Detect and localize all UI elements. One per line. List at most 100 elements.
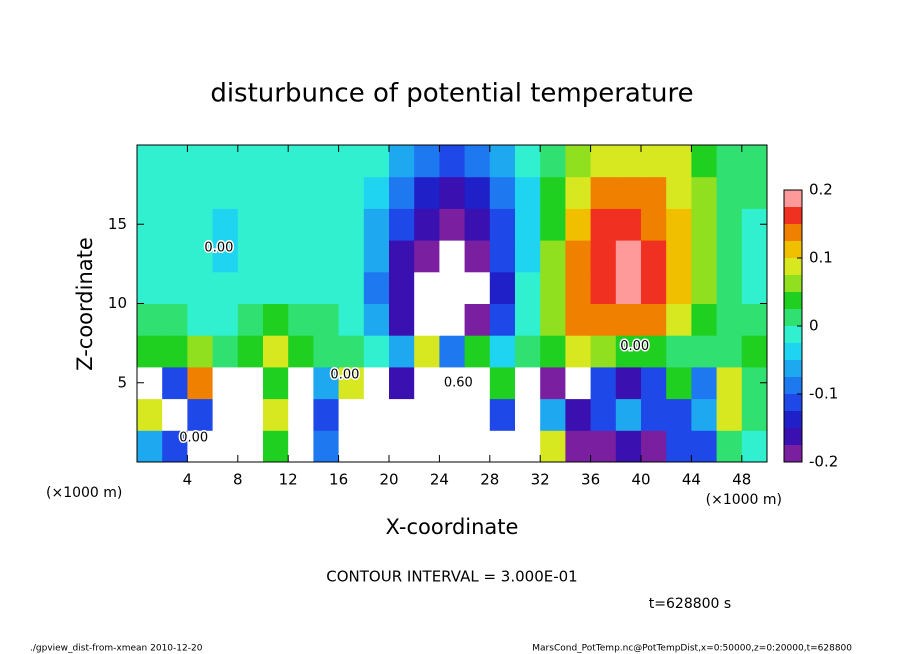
- cell: [162, 398, 188, 431]
- cell: [187, 335, 214, 368]
- cell: [389, 176, 415, 209]
- cell: [414, 208, 440, 241]
- cell: [741, 271, 767, 304]
- cell: [666, 145, 692, 178]
- cell: [288, 176, 314, 209]
- colorbar-tick-label: -0.1: [809, 385, 838, 403]
- cell: [237, 366, 264, 400]
- cell: [540, 176, 566, 209]
- cell: [641, 366, 667, 400]
- cell: [389, 303, 415, 336]
- colorbar-band: [784, 411, 802, 428]
- footer-left: ./gpview_dist-from-xmean 2010-12-20: [30, 644, 203, 654]
- colorbar-tick-label: 0.2: [809, 181, 833, 199]
- cell: [313, 398, 340, 431]
- contour-interval: CONTOUR INTERVAL = 3.000E-01: [326, 568, 577, 586]
- cell: [439, 335, 466, 368]
- cell: [162, 430, 188, 462]
- cell: [641, 145, 667, 178]
- cell: [439, 176, 466, 209]
- cell: [615, 240, 642, 273]
- cell: [464, 303, 491, 336]
- cell: [338, 240, 365, 273]
- cell: [489, 366, 516, 400]
- y-unit: (×1000 m): [46, 485, 122, 501]
- cell: [691, 176, 718, 209]
- x-tick-label: 8: [233, 471, 243, 489]
- cell: [741, 430, 767, 462]
- cell: [338, 335, 365, 368]
- y-tick-label: 5: [117, 373, 127, 391]
- cell: [540, 335, 566, 368]
- cell: [615, 430, 642, 462]
- cell: [162, 176, 188, 209]
- cell: [590, 366, 617, 400]
- cell: [489, 335, 516, 368]
- time-label: t=628800 s: [649, 596, 731, 612]
- colorbar-band: [784, 309, 802, 326]
- cell: [162, 145, 188, 178]
- cell: [515, 398, 541, 431]
- cell: [691, 335, 718, 368]
- cell: [162, 366, 188, 400]
- cell: [187, 240, 214, 273]
- cell: [515, 271, 541, 304]
- cell: [691, 430, 718, 462]
- cell: [162, 335, 188, 368]
- cell: [691, 240, 718, 273]
- cell: [414, 176, 440, 209]
- contour-label: 0.00: [179, 431, 208, 446]
- cell: [515, 303, 541, 336]
- cell: [313, 271, 340, 304]
- cell: [187, 208, 214, 241]
- cell: [515, 335, 541, 368]
- cell: [540, 430, 566, 462]
- cell: [288, 366, 314, 400]
- cell: [137, 240, 163, 273]
- cell: [590, 271, 617, 304]
- cell: [565, 335, 592, 368]
- cell: [389, 240, 415, 273]
- cell: [338, 176, 365, 209]
- cell: [540, 145, 566, 178]
- cell: [439, 430, 466, 462]
- cell: [439, 366, 466, 400]
- cell: [137, 271, 163, 304]
- cell: [162, 271, 188, 304]
- cell: [666, 240, 692, 273]
- cell: [212, 366, 239, 400]
- cell: [363, 145, 390, 178]
- cell: [515, 366, 541, 400]
- contour-label: 0.00: [330, 367, 359, 382]
- cell: [363, 176, 390, 209]
- cell: [464, 176, 491, 209]
- cell: [464, 271, 491, 304]
- cell: [313, 176, 340, 209]
- colorbar-band: [784, 428, 802, 445]
- cell: [615, 398, 642, 431]
- cell: [590, 208, 617, 241]
- cell: [590, 145, 617, 178]
- field: [137, 145, 767, 462]
- cell: [263, 240, 289, 273]
- cell: [414, 430, 440, 462]
- cell: [615, 335, 642, 368]
- colorbar-band: [784, 326, 802, 343]
- cell: [741, 176, 767, 209]
- cell: [414, 398, 440, 431]
- cell: [137, 176, 163, 209]
- cell: [741, 145, 767, 178]
- cell: [363, 271, 390, 304]
- colorbar-tick-label: 0.1: [809, 249, 833, 267]
- cell: [263, 208, 289, 241]
- cell: [237, 208, 264, 241]
- cell: [666, 335, 692, 368]
- cell: [489, 430, 516, 462]
- cell: [666, 366, 692, 400]
- cell: [288, 398, 314, 431]
- cell: [288, 145, 314, 178]
- cell: [237, 303, 264, 336]
- cell: [590, 303, 617, 336]
- cell: [565, 398, 592, 431]
- cell: [237, 430, 264, 462]
